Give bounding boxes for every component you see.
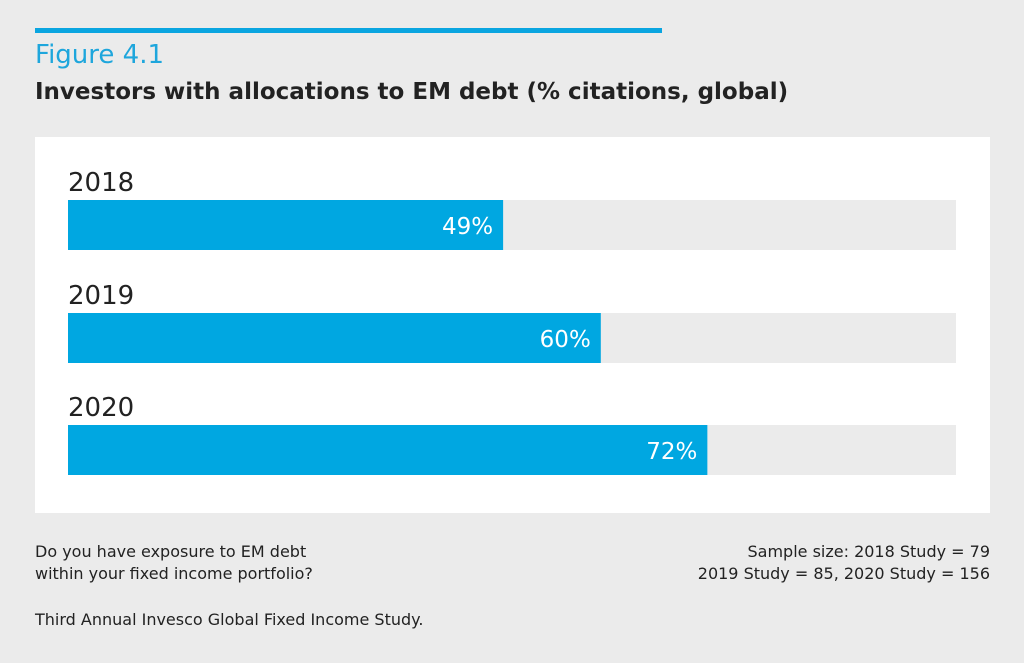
data-label: 72% xyxy=(646,439,697,465)
sample-size: Sample size: 2018 Study = 79 2019 Study … xyxy=(698,541,990,585)
question-line: Do you have exposure to EM debt xyxy=(35,542,307,561)
data-label: 60% xyxy=(540,327,591,353)
bar xyxy=(68,200,504,250)
figure-label: Figure 4.1 xyxy=(35,40,164,70)
bar xyxy=(68,313,601,363)
data-label: 49% xyxy=(442,214,493,240)
question-line: within your fixed income portfolio? xyxy=(35,564,313,583)
sample-line: 2019 Study = 85, 2020 Study = 156 xyxy=(697,564,990,583)
bar xyxy=(68,425,708,475)
source-note: Third Annual Invesco Global Fixed Income… xyxy=(35,610,424,629)
category-label: 2018 xyxy=(68,168,134,198)
category-label: 2020 xyxy=(68,393,134,423)
accent-rule xyxy=(35,28,662,33)
sample-line: Sample size: 2018 Study = 79 xyxy=(747,542,990,561)
survey-question: Do you have exposure to EM debt within y… xyxy=(35,541,313,585)
chart-title: Investors with allocations to EM debt (%… xyxy=(35,79,789,105)
category-label: 2019 xyxy=(68,281,134,311)
